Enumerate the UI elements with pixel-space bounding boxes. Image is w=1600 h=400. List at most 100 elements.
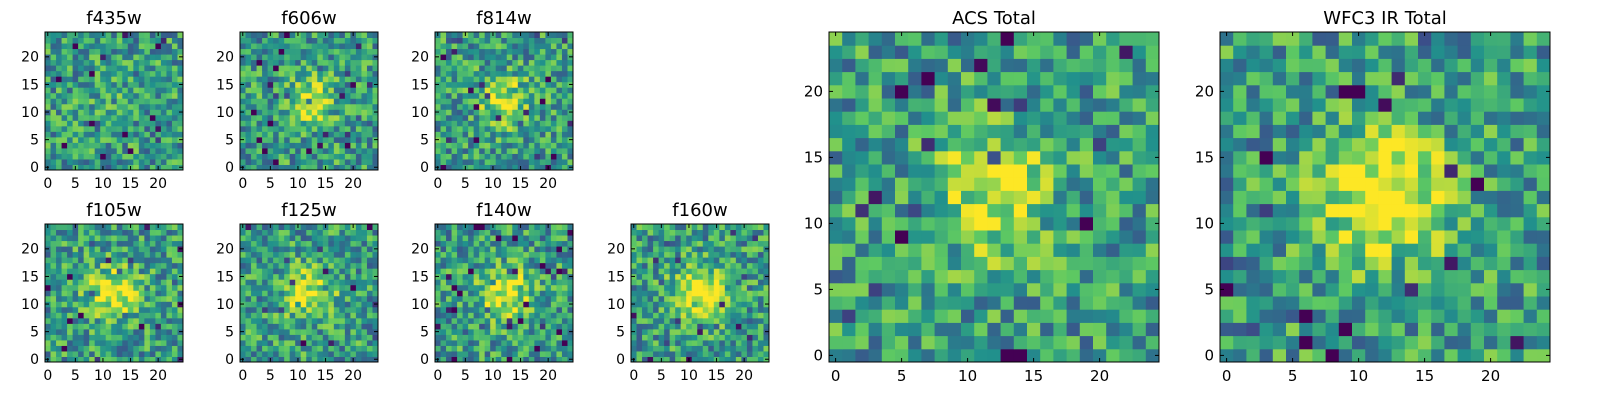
pixel-cell	[339, 114, 346, 121]
pixel-cell	[868, 322, 883, 337]
pixel-cell	[344, 70, 351, 77]
pixel-cell	[50, 98, 57, 105]
pixel-cell	[556, 240, 563, 247]
pixel-cell	[89, 142, 96, 149]
pixel-cell	[273, 273, 280, 280]
pixel-cell	[50, 37, 57, 44]
pixel-cell	[1119, 190, 1134, 205]
pixel-cell	[133, 317, 140, 324]
pixel-cell	[127, 136, 134, 143]
pixel-cell	[83, 240, 90, 247]
pixel-cell	[78, 317, 85, 324]
pixel-cell	[763, 235, 770, 242]
pixel-cell	[752, 328, 759, 335]
pixel-cell	[262, 32, 269, 39]
pixel-cell	[295, 65, 302, 72]
pixel-cell	[512, 240, 519, 247]
pixel-cell	[372, 147, 379, 154]
pixel-cell	[567, 262, 574, 269]
pixel-cell	[111, 246, 118, 253]
pixel-cell	[149, 251, 156, 258]
pixel-cell	[177, 32, 184, 39]
pixel-cell	[155, 70, 162, 77]
pixel-cell	[1000, 296, 1015, 310]
pixel-cell	[567, 48, 574, 55]
pixel-cell	[752, 251, 759, 258]
pixel-cell	[451, 339, 458, 346]
pixel-cell	[116, 284, 123, 291]
pixel-cell	[550, 158, 557, 165]
pixel-cell	[311, 125, 318, 132]
pixel-cell	[713, 301, 720, 308]
pixel-cell	[468, 125, 475, 132]
pixel-cell	[561, 290, 568, 297]
pixel-cell	[724, 345, 731, 352]
pixel-cell	[72, 131, 79, 138]
pixel-cell	[284, 37, 291, 44]
pixel-cell	[1053, 190, 1068, 205]
pixel-cell	[149, 345, 156, 352]
pixel-cell	[306, 257, 313, 264]
pixel-cell	[1066, 177, 1081, 191]
pixel-cell	[67, 114, 74, 121]
pixel-cell	[512, 295, 519, 302]
pixel-cell	[94, 87, 101, 94]
pixel-cell	[122, 312, 129, 319]
pixel-cell	[122, 339, 129, 346]
pixel-cell	[517, 87, 524, 94]
pixel-cell	[111, 153, 118, 160]
pixel-cell	[1040, 296, 1054, 310]
pixel-cell	[528, 37, 535, 44]
pixel-cell	[295, 114, 302, 121]
pixel-cell	[713, 251, 720, 258]
pixel-cell	[1106, 190, 1120, 205]
pixel-cell	[490, 268, 497, 275]
pixel-cell	[133, 224, 140, 231]
pixel-cell	[1053, 282, 1068, 297]
pixel-cell	[361, 142, 368, 149]
pixel-cell	[300, 251, 307, 258]
pixel-cell	[278, 54, 285, 61]
pixel-cell	[251, 246, 258, 253]
pixel-cell	[642, 290, 649, 297]
pixel-cell	[495, 350, 502, 357]
pixel-cell	[295, 43, 302, 50]
pixel-cell	[1066, 216, 1081, 231]
pixel-cell	[251, 120, 258, 127]
pixel-cell	[501, 153, 508, 160]
pixel-cell	[138, 87, 145, 94]
pixel-cell	[1053, 322, 1068, 337]
pixel-cell	[300, 43, 307, 50]
x-tick-label: 0	[433, 176, 442, 192]
pixel-cell	[289, 235, 296, 242]
pixel-cell	[133, 109, 140, 116]
pixel-cell	[328, 279, 335, 286]
pixel-cell	[94, 268, 101, 275]
pixel-cell	[89, 295, 96, 302]
pixel-cell	[171, 158, 178, 165]
pixel-cell	[534, 109, 541, 116]
pixel-cell	[1013, 164, 1028, 178]
pixel-cell	[719, 345, 726, 352]
pixel-cell	[166, 339, 173, 346]
pixel-cell	[1106, 282, 1120, 297]
pixel-cell	[550, 273, 557, 280]
pixel-cell	[961, 230, 975, 244]
pixel-cell	[561, 32, 568, 39]
pixel-cell	[642, 268, 649, 275]
pixel-cell	[311, 334, 318, 341]
pixel-cell	[116, 328, 123, 335]
pixel-cell	[289, 147, 296, 154]
pixel-cell	[567, 317, 574, 324]
pixel-cell	[669, 295, 676, 302]
pixel-cell	[160, 109, 167, 116]
pixel-cell	[166, 59, 173, 66]
pixel-cell	[116, 350, 123, 357]
pixel-cell	[317, 59, 324, 66]
pixel-cell	[67, 54, 74, 61]
pixel-cell	[366, 131, 373, 138]
x-tick-label: 15	[317, 176, 335, 192]
pixel-cell	[561, 142, 568, 149]
pixel-cell	[83, 229, 90, 236]
pixel-cell	[763, 317, 770, 324]
